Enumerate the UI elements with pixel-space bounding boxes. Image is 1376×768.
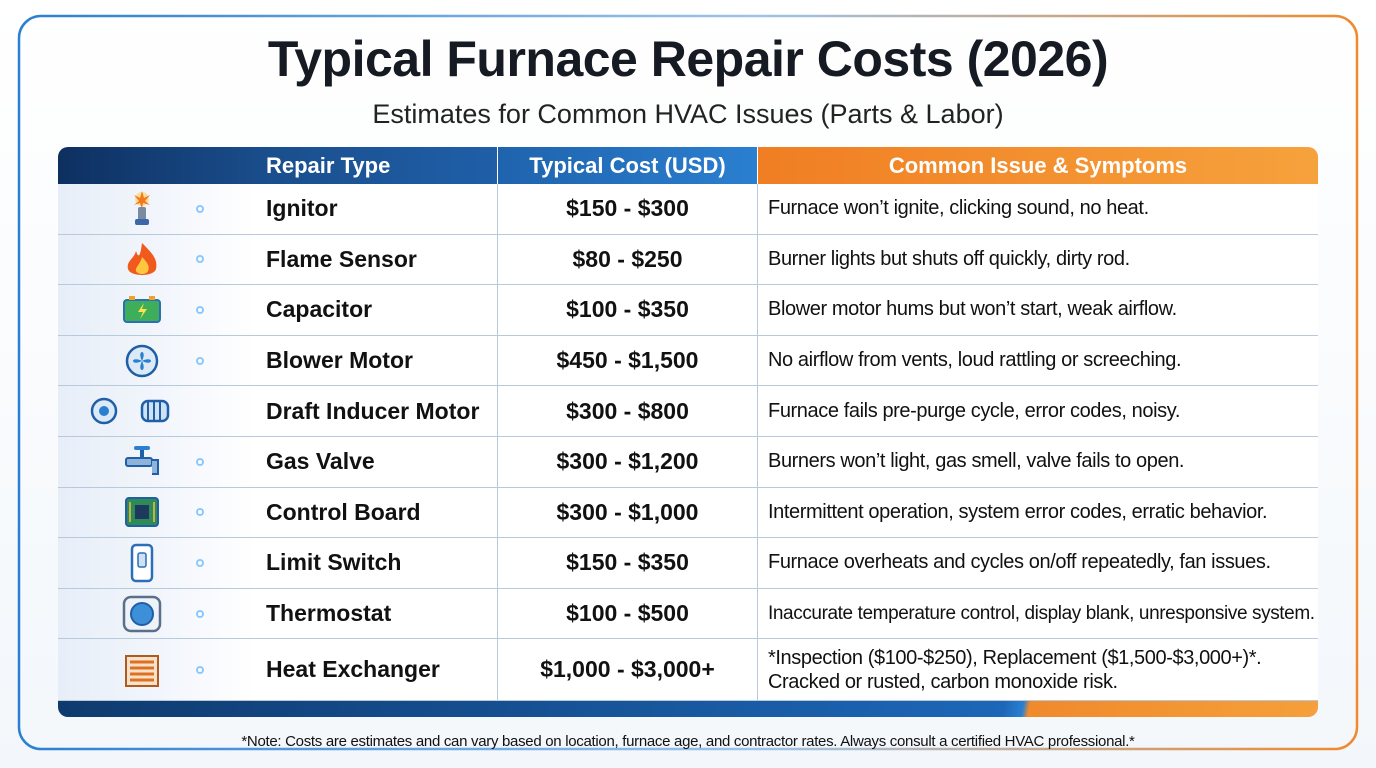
table-row: Flame Sensor $80 - $250 Burner lights but … bbox=[58, 234, 1318, 286]
cost: $100 - $500 bbox=[497, 588, 757, 639]
repair-icon bbox=[124, 497, 204, 528]
symptoms: Furnace fails pre-purge cycle, error cod… bbox=[757, 386, 1318, 436]
icon-cell bbox=[58, 285, 255, 335]
symptoms: Intermittent operation, system error cod… bbox=[757, 487, 1318, 538]
symptom-line: Cracked or rusted, carbon monoxide risk. bbox=[768, 670, 1118, 693]
cost: $300 - $1,200 bbox=[497, 436, 757, 487]
icon-cell bbox=[58, 234, 255, 285]
table: Repair Type Typical Cost (USD) Common Is… bbox=[58, 147, 1318, 718]
cost: $1,000 - $3,000+ bbox=[497, 639, 757, 701]
table-row: Control Board $300 - $1,000 Intermittent o… bbox=[58, 487, 1318, 539]
title: Typical Furnace Repair Costs (2026) bbox=[267, 31, 1109, 87]
symptoms: Inaccurate temperature control, display … bbox=[757, 588, 1318, 639]
repair-type: Draft Inducer Motor bbox=[266, 397, 480, 424]
repair-icon bbox=[127, 243, 204, 276]
icon-cell bbox=[58, 538, 255, 588]
subtitle: Estimates for Common HVAC Issues (Parts … bbox=[372, 99, 1004, 129]
cost: $100 - $350 bbox=[497, 285, 757, 335]
footnote: *Note: Costs are estimates and can vary … bbox=[241, 733, 1135, 750]
table-row: Capacitor $100 - $350 Blower motor hums bu… bbox=[58, 285, 1318, 336]
repair-type: Capacitor bbox=[266, 296, 373, 323]
icon-cell bbox=[58, 436, 255, 487]
table-body: Ignitor $150 - $300 Furnace won’t ignite, … bbox=[58, 184, 1318, 702]
repair-type: Blower Motor bbox=[266, 347, 413, 374]
repair-type: Control Board bbox=[266, 498, 421, 525]
repair-icon bbox=[130, 543, 204, 583]
column-header: Typical Cost (USD) bbox=[497, 147, 757, 184]
table-row: Blower Motor $450 - $1,500 No airflow from… bbox=[58, 335, 1318, 387]
icon-cell bbox=[58, 639, 255, 701]
column-header: Repair Type bbox=[58, 147, 497, 184]
repair-icon bbox=[122, 595, 204, 632]
column-header: Common Issue & Symptoms bbox=[757, 147, 1318, 184]
symptoms: No airflow from vents, loud rattling or … bbox=[757, 335, 1318, 386]
icon-cell bbox=[58, 386, 255, 436]
table-row: Heat Exchanger $1,000 - $3,000+ *Inspectio… bbox=[58, 639, 1318, 702]
repair-icon bbox=[124, 654, 204, 687]
repair-type: Flame Sensor bbox=[266, 245, 417, 272]
symptoms: Blower motor hums but won’t start, weak … bbox=[757, 285, 1318, 335]
bottom-bar bbox=[58, 701, 1318, 718]
icon-cell bbox=[58, 588, 255, 639]
repair-icon bbox=[133, 190, 204, 225]
symptoms: Burners won’t light, gas smell, valve fa… bbox=[757, 436, 1318, 487]
symptoms: Furnace won’t ignite, clicking sound, no… bbox=[757, 184, 1318, 234]
table-row: Draft Inducer Motor $300 - $800 Furnace fa… bbox=[58, 386, 1318, 437]
symptoms: Furnace overheats and cycles on/off repe… bbox=[757, 538, 1318, 588]
repair-icon bbox=[125, 344, 204, 377]
repair-type: Ignitor bbox=[266, 195, 338, 222]
cost: $450 - $1,500 bbox=[497, 335, 757, 386]
table-row: Gas Valve $300 - $1,200 Burners won’t ligh… bbox=[58, 436, 1318, 488]
repair-type: Heat Exchanger bbox=[266, 656, 440, 683]
cost: $150 - $350 bbox=[497, 538, 757, 588]
cost: $80 - $250 bbox=[497, 234, 757, 285]
icon-cell bbox=[58, 335, 255, 386]
symptoms: *Inspection ($100-$250), Replacement ($1… bbox=[757, 639, 1318, 701]
repair-icon bbox=[122, 295, 204, 323]
repair-icon bbox=[90, 397, 169, 425]
header-row: Repair Type Typical Cost (USD) Common Is… bbox=[58, 147, 1318, 184]
icon-cell bbox=[58, 487, 255, 538]
symptom-line: *Inspection ($100-$250), Replacement ($1… bbox=[768, 646, 1262, 669]
repair-type: Thermostat bbox=[266, 600, 392, 627]
cost: $300 - $1,000 bbox=[497, 487, 757, 538]
cost: $150 - $300 bbox=[497, 184, 757, 234]
repair-type: Limit Switch bbox=[266, 549, 402, 576]
cost: $300 - $800 bbox=[497, 386, 757, 436]
table-row: Ignitor $150 - $300 Furnace won’t ignite, … bbox=[58, 184, 1318, 235]
table-row: Limit Switch $150 - $350 Furnace overheats… bbox=[58, 538, 1318, 589]
symptoms: Burner lights but shuts off quickly, dir… bbox=[757, 234, 1318, 285]
icon-cell bbox=[58, 184, 255, 234]
table-row: Thermostat $100 - $500 Inaccurate temperat… bbox=[58, 588, 1318, 640]
repair-type: Gas Valve bbox=[266, 448, 375, 475]
repair-icon bbox=[124, 445, 204, 475]
